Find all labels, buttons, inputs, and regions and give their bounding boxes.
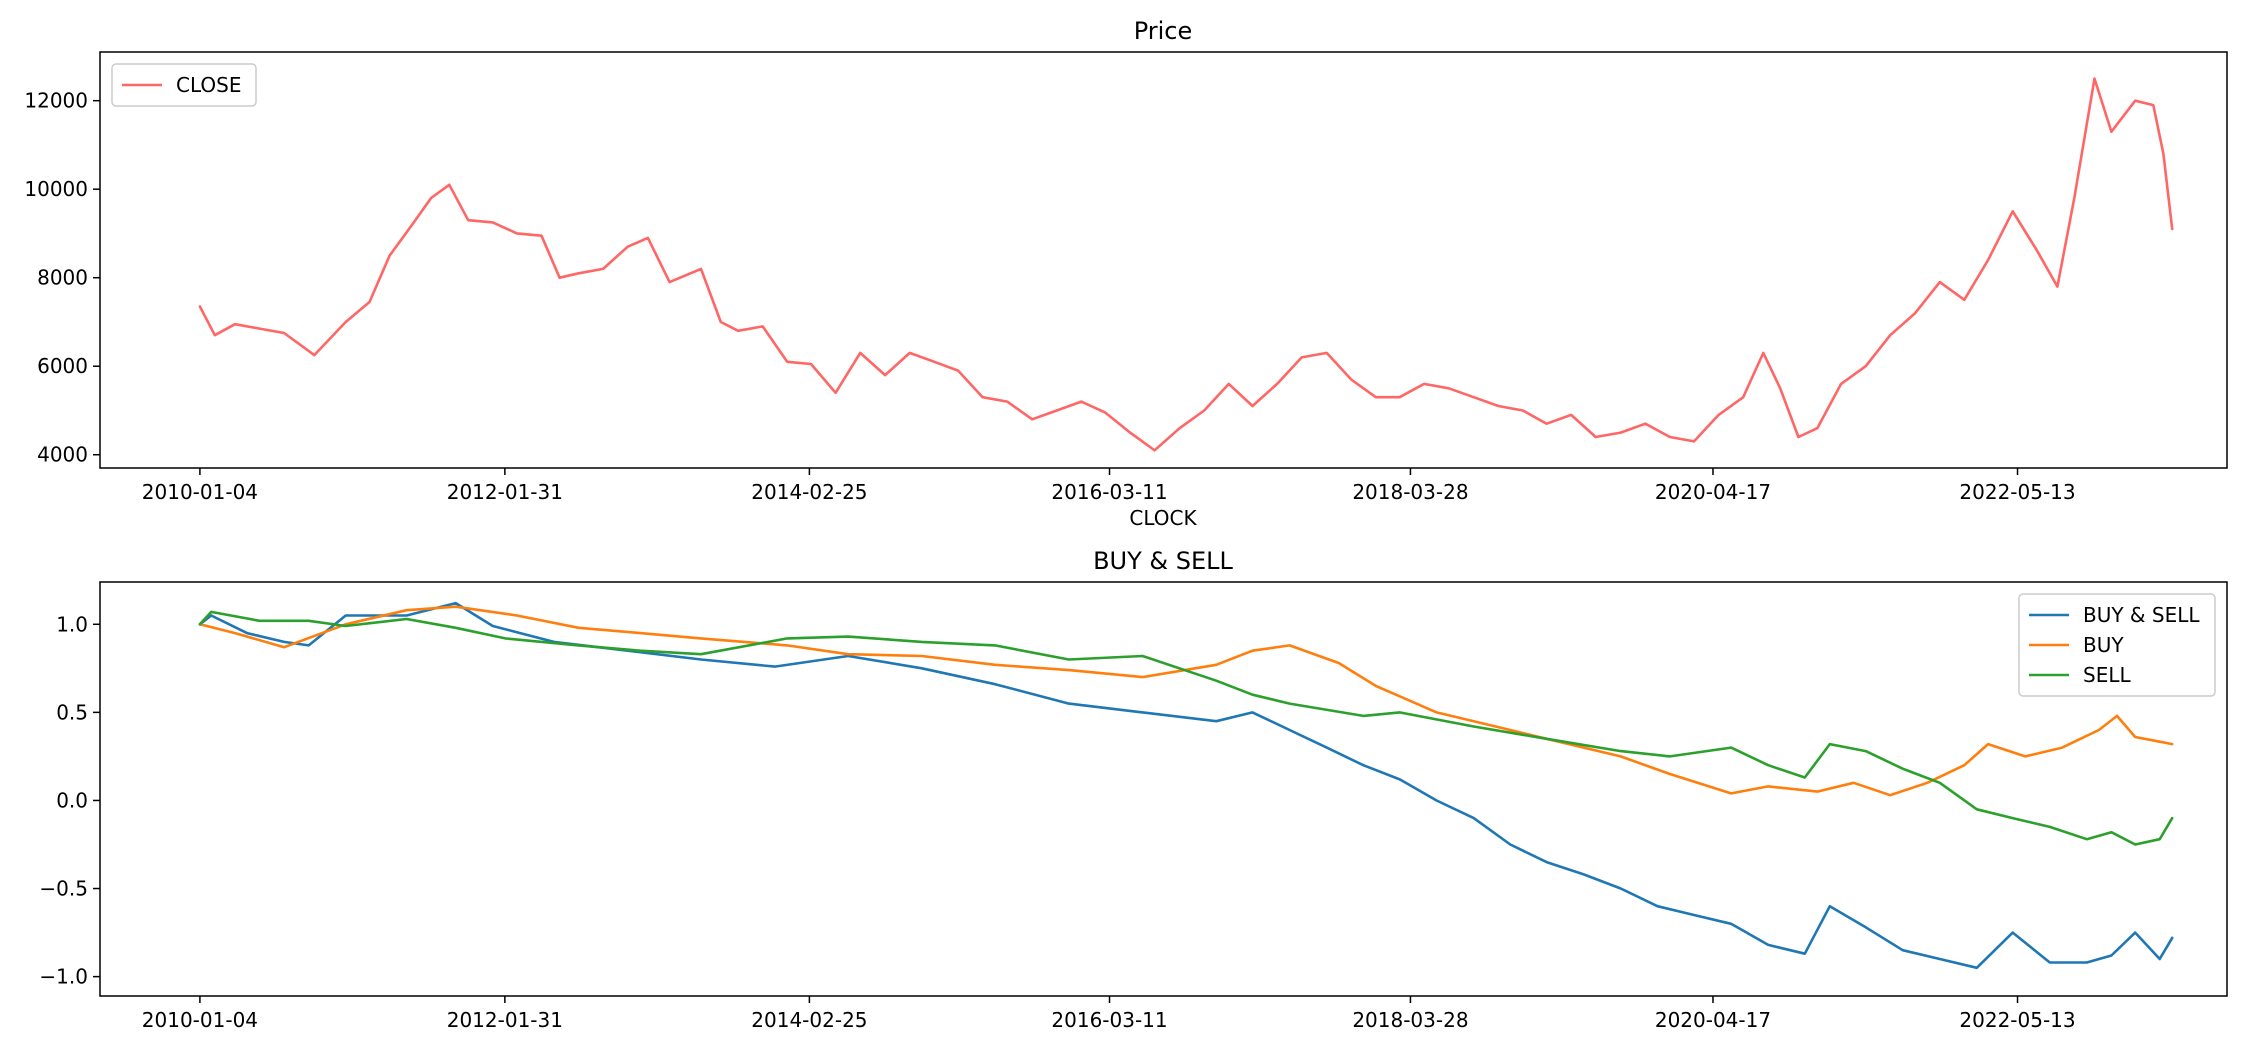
buy-sell-title: BUY & SELL xyxy=(1093,547,1233,575)
x-tick-label: 2010-01-04 xyxy=(142,480,258,504)
legend-label-buy: BUY xyxy=(2083,633,2124,657)
x-tick-label: 2010-01-04 xyxy=(142,1008,258,1032)
x-tick-label: 2016-03-11 xyxy=(1051,480,1167,504)
y-tick-label: 10000 xyxy=(24,177,88,201)
buy-sell-legend: BUY & SELL BUY SELL xyxy=(2018,593,2216,697)
legend-label-sell: SELL xyxy=(2083,663,2131,687)
x-tick-label: 2012-01-31 xyxy=(447,1008,563,1032)
y-tick-label: −0.5 xyxy=(39,877,88,901)
legend-box xyxy=(2018,593,2216,697)
y-tick-label: 0.0 xyxy=(56,788,88,812)
price-title: Price xyxy=(1134,17,1193,45)
legend-label-close: CLOSE xyxy=(176,73,241,97)
buy-sell-panel: BUY & SELL 2010-01-04 2012-01-31 2014-02-2… xyxy=(39,547,2228,1032)
plot-frame xyxy=(99,51,2228,469)
legend-box xyxy=(111,63,257,107)
x-tick-label: 2020-04-17 xyxy=(1655,480,1771,504)
x-tick-label: 2012-01-31 xyxy=(447,480,563,504)
price-axes: 2010-01-04 2012-01-31 2014-02-25 2016-03-11… xyxy=(24,51,2228,504)
y-tick-label: 12000 xyxy=(24,89,88,113)
y-tick-label: 4000 xyxy=(37,443,88,467)
buy-sell-plot-area xyxy=(198,601,2174,970)
series-line-buy xyxy=(198,605,2174,797)
y-tick-label: 6000 xyxy=(37,354,88,378)
y-tick-label: 1.0 xyxy=(56,612,88,636)
price-x-axis-label: CLOCK xyxy=(1129,506,1197,530)
y-tick-label: −1.0 xyxy=(39,965,88,989)
series-line-buy-sell xyxy=(198,601,2174,970)
x-tick-label: 2018-03-28 xyxy=(1352,1008,1468,1032)
price-plot-area xyxy=(198,77,2174,452)
x-tick-label: 2022-05-13 xyxy=(1959,1008,2075,1032)
x-tick-label: 2022-05-13 xyxy=(1959,480,2075,504)
y-tick-label: 0.5 xyxy=(56,700,88,724)
x-tick-label: 2016-03-11 xyxy=(1051,1008,1167,1032)
price-legend: CLOSE xyxy=(111,63,257,107)
x-tick-label: 2020-04-17 xyxy=(1655,1008,1771,1032)
x-tick-label: 2014-02-25 xyxy=(751,480,867,504)
series-line-close xyxy=(198,77,2174,452)
y-tick-label: 8000 xyxy=(37,266,88,290)
x-tick-label: 2018-03-28 xyxy=(1352,480,1468,504)
x-tick-label: 2014-02-25 xyxy=(751,1008,867,1032)
price-panel: Price 2010-01-04 2012-01-31 2014-02-25 2016… xyxy=(24,17,2228,530)
legend-label-buy-sell: BUY & SELL xyxy=(2083,603,2200,627)
plot-frame xyxy=(99,581,2228,997)
buy-sell-axes: 2010-01-04 2012-01-31 2014-02-25 2016-03-11… xyxy=(39,581,2228,1032)
series-line-sell xyxy=(198,610,2174,846)
